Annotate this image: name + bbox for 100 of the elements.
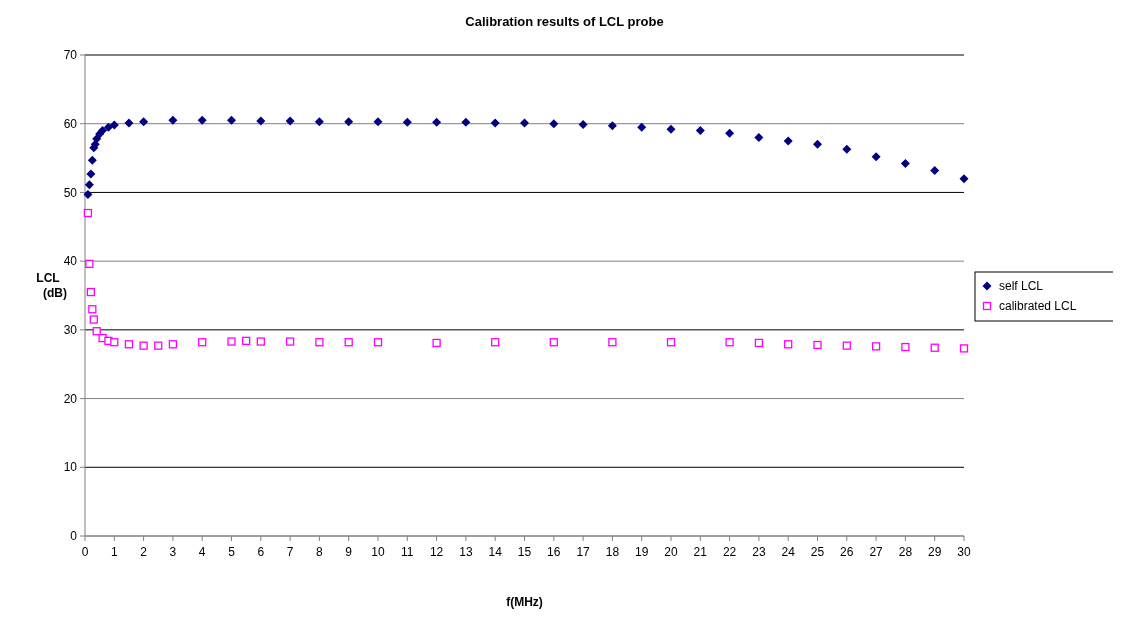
point — [959, 174, 969, 184]
point — [86, 169, 96, 179]
point — [813, 139, 822, 149]
point — [959, 344, 969, 353]
x-tick-label: 25 — [810, 545, 825, 559]
point — [784, 340, 793, 349]
x-tick-label: 6 — [257, 545, 265, 559]
point — [608, 338, 617, 347]
x-tick-label: 23 — [752, 545, 766, 559]
point — [83, 189, 93, 199]
point — [842, 341, 851, 350]
point — [901, 342, 910, 352]
point — [83, 208, 93, 218]
x-tick-label: 29 — [928, 545, 942, 559]
point — [402, 117, 412, 127]
point — [783, 136, 793, 146]
point — [490, 118, 500, 128]
point — [666, 338, 676, 347]
x-tick-label: 2 — [140, 545, 148, 559]
point — [549, 119, 559, 129]
point — [607, 121, 617, 131]
point — [461, 117, 471, 127]
point — [139, 341, 148, 350]
x-tick-label: 13 — [459, 545, 473, 559]
point — [285, 116, 295, 126]
point — [549, 338, 558, 347]
point — [314, 117, 324, 127]
x-tick-label: 8 — [316, 545, 324, 559]
point — [88, 305, 97, 314]
x-tick-label: 21 — [693, 545, 708, 559]
point — [666, 124, 676, 134]
point — [168, 115, 178, 125]
y-tick-label: 0 — [70, 529, 78, 544]
point — [285, 337, 295, 346]
x-tick-label: 3 — [169, 545, 177, 559]
point — [256, 337, 265, 346]
x-axis-title: f(MHz) — [506, 595, 543, 609]
x-tick-label: 9 — [345, 545, 353, 559]
point — [198, 338, 207, 347]
x-tick-label: 16 — [547, 545, 561, 559]
point — [754, 132, 764, 142]
x-tick-label: 30 — [957, 545, 971, 559]
x-tick-label: 14 — [488, 545, 503, 559]
x-tick-label: 27 — [869, 545, 884, 559]
chart-title: Calibration results of LCL probe — [465, 14, 664, 29]
point — [520, 118, 529, 128]
point — [344, 338, 353, 347]
point — [85, 259, 94, 269]
point — [84, 180, 94, 190]
point — [373, 117, 383, 127]
point — [197, 115, 207, 125]
point — [373, 338, 383, 347]
y-tick-label: 40 — [63, 254, 78, 269]
point — [842, 144, 852, 154]
point — [124, 118, 134, 128]
point — [578, 119, 588, 129]
x-tick-label: 4 — [198, 545, 206, 559]
point — [227, 337, 236, 346]
legend-label: self LCL — [999, 279, 1044, 294]
point — [89, 315, 98, 324]
x-tick-label: 18 — [605, 545, 620, 559]
point — [754, 338, 764, 348]
x-tick-label: 26 — [840, 545, 854, 559]
point — [432, 117, 442, 127]
y-tick-label: 10 — [63, 460, 78, 475]
x-tick-label: 11 — [401, 545, 414, 559]
point — [813, 340, 822, 350]
point — [227, 115, 236, 125]
x-tick-label: 20 — [664, 545, 678, 559]
x-tick-label: 1 — [110, 545, 118, 559]
x-tick-label: 0 — [81, 545, 89, 559]
x-tick-label: 10 — [371, 545, 385, 559]
point — [154, 341, 163, 350]
y-axis-title: LCL (dB) — [36, 271, 67, 300]
point — [109, 120, 119, 130]
x-tick-label: 24 — [781, 545, 796, 559]
y-tick-label: 60 — [63, 116, 78, 131]
point — [900, 159, 910, 169]
point — [139, 117, 149, 127]
y-tick-label: 20 — [63, 391, 78, 406]
point — [930, 343, 939, 352]
point — [256, 116, 266, 126]
y-tick-label: 30 — [63, 323, 78, 338]
point — [87, 155, 97, 165]
point — [725, 128, 735, 138]
y-tick-label: 70 — [63, 48, 78, 63]
point — [86, 287, 96, 297]
x-tick-label: 15 — [517, 545, 532, 559]
point — [92, 327, 101, 336]
point — [124, 340, 134, 349]
x-tick-label: 7 — [286, 545, 294, 559]
x-tick-label: 28 — [898, 545, 913, 559]
point — [103, 122, 113, 132]
point — [637, 122, 647, 132]
point — [242, 336, 251, 345]
x-tick-label: 17 — [576, 545, 591, 559]
point — [432, 338, 441, 348]
x-tick-label: 22 — [722, 545, 737, 559]
point — [344, 117, 354, 127]
point — [930, 165, 940, 175]
